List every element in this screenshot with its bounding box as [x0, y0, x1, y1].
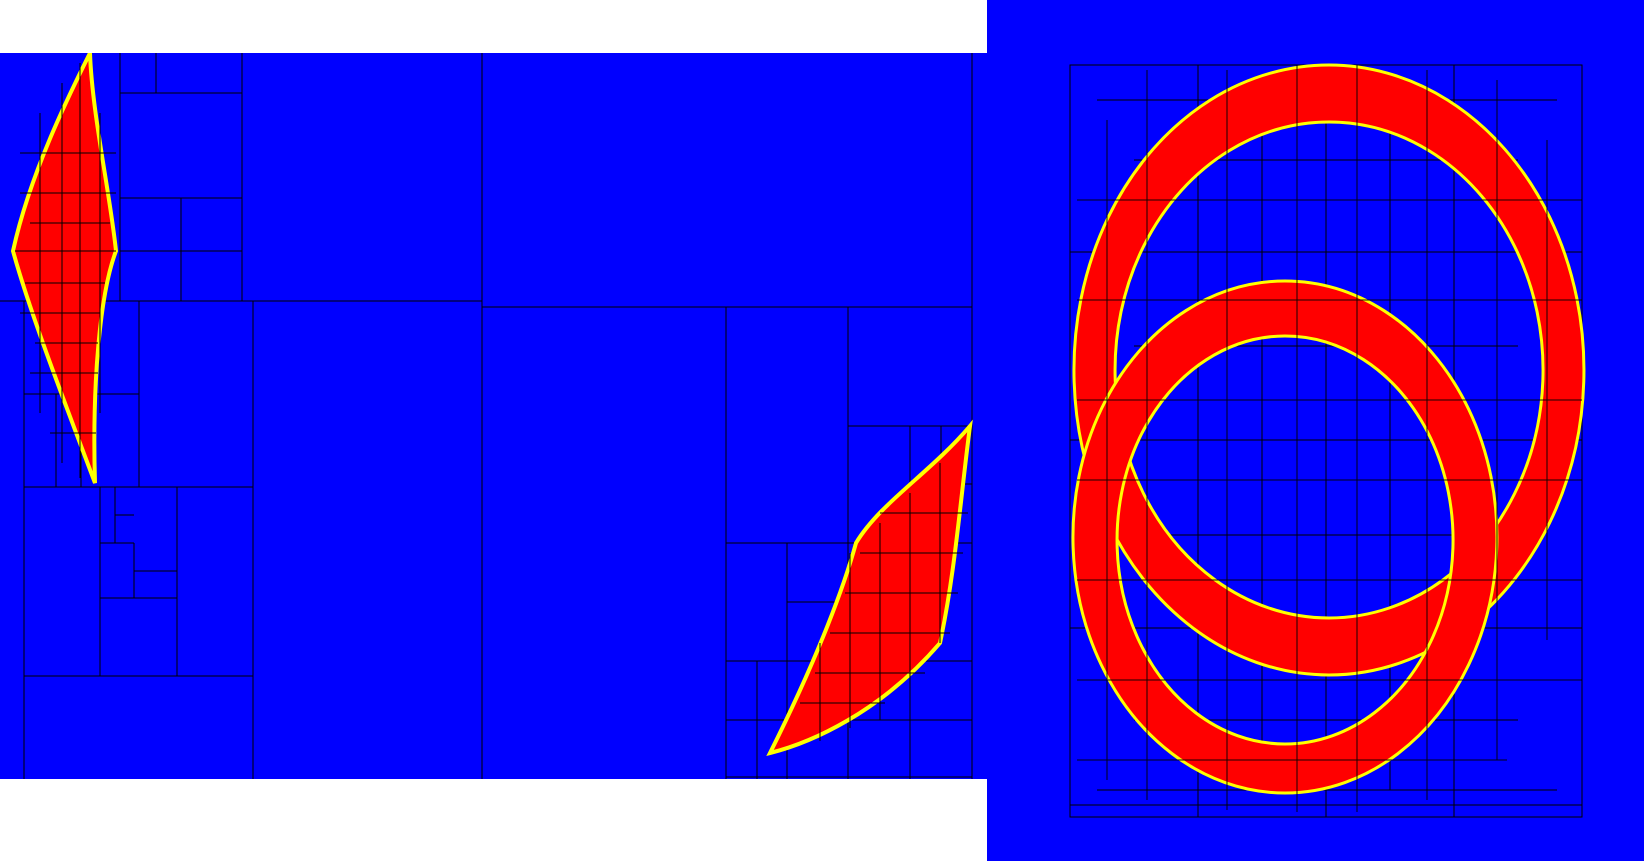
right-quadtree-svg	[987, 0, 1644, 861]
inner-ring-region	[1071, 279, 1499, 795]
left-quadtree-panel	[0, 53, 987, 779]
left-quadtree-svg	[0, 53, 987, 779]
right-quadtree-panel	[987, 0, 1644, 861]
outer-ring-region	[1072, 63, 1586, 677]
right-sliver-region	[766, 419, 973, 756]
ring-refinement-cells	[1077, 65, 1582, 812]
left-lens-region	[10, 53, 119, 484]
